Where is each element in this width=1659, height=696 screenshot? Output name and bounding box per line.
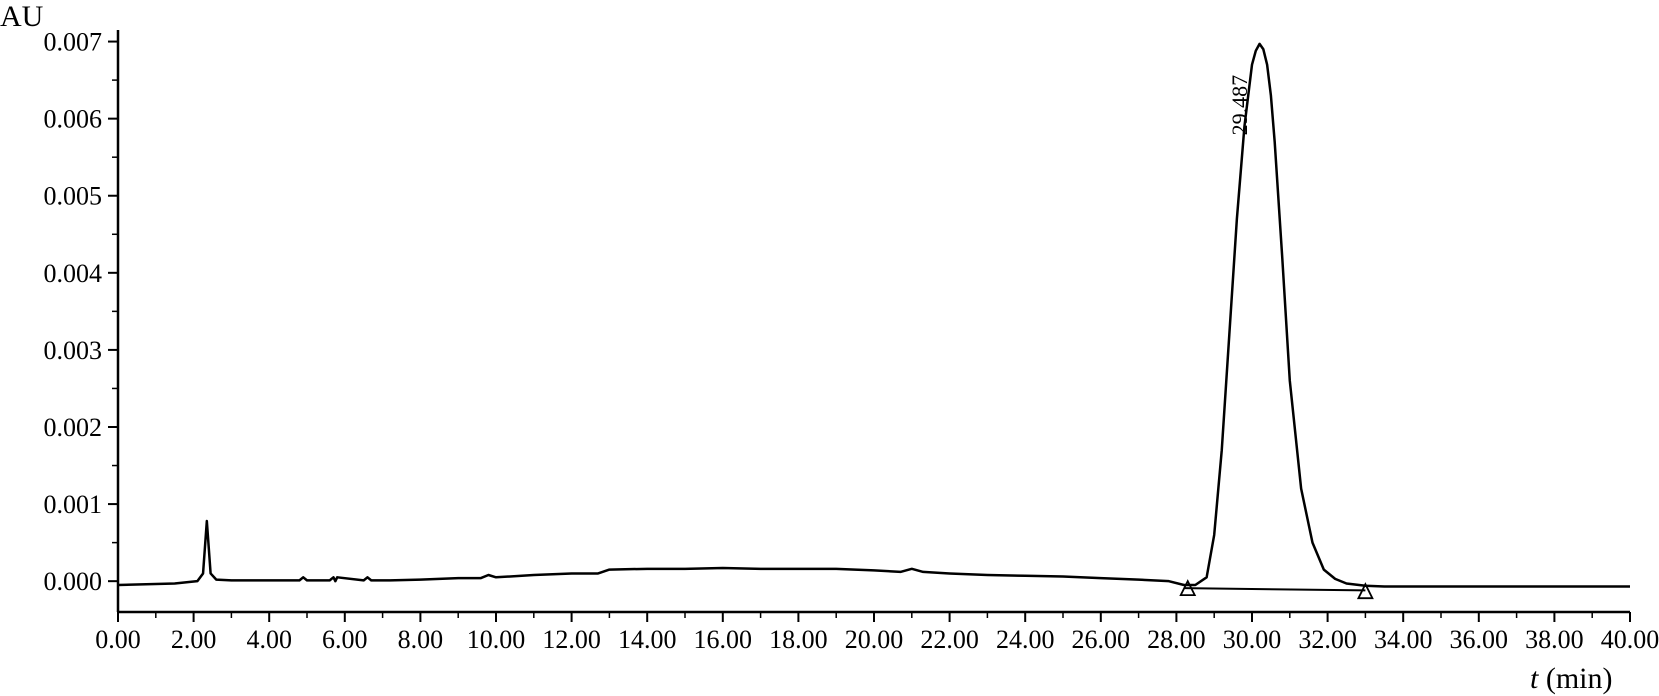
- x-tick-label: 20.00: [845, 625, 904, 654]
- x-tick-label: 4.00: [246, 625, 292, 654]
- x-tick-label: 0.00: [95, 625, 141, 654]
- x-tick-label: 14.00: [618, 625, 677, 654]
- x-axis-label-unit: (min): [1538, 662, 1612, 695]
- y-tick-label: 0.007: [44, 28, 103, 57]
- peak-baseline: [1184, 588, 1365, 590]
- x-tick-label: 32.00: [1298, 625, 1357, 654]
- x-tick-label: 10.00: [467, 625, 526, 654]
- x-tick-label: 6.00: [322, 625, 368, 654]
- y-tick-label: 0.004: [44, 259, 103, 288]
- x-tick-label: 22.00: [920, 625, 979, 654]
- y-tick-label: 0.000: [44, 567, 103, 596]
- y-tick-label: 0.005: [44, 182, 103, 211]
- chromatogram-chart: AU 0.0000.0010.0020.0030.0040.0050.0060.…: [0, 0, 1659, 695]
- y-tick-label: 0.003: [44, 336, 103, 365]
- y-tick-label: 0.006: [44, 105, 103, 134]
- x-tick-label: 38.00: [1525, 625, 1584, 654]
- y-tick-label: 0.002: [44, 413, 103, 442]
- x-tick-label: 34.00: [1374, 625, 1433, 654]
- plot-svg: 0.000 0.001 0.002 0.003 0.004 0.005 0.006 0.007…: [0, 0, 1659, 695]
- x-tick-label: 18.00: [769, 625, 828, 654]
- y-tick-label: 0.001: [44, 490, 103, 519]
- x-tick-label: 28.00: [1147, 625, 1206, 654]
- x-tick-label: 8.00: [398, 625, 444, 654]
- x-tick-label: 30.00: [1223, 625, 1282, 654]
- x-axis-label: t (min): [1530, 662, 1613, 696]
- x-tick-label: 24.00: [996, 625, 1055, 654]
- x-tick-label: 26.00: [1072, 625, 1131, 654]
- chromatogram-trace: [118, 44, 1630, 587]
- peak-retention-label: 29.487: [1227, 75, 1252, 135]
- x-tick-label: 16.00: [694, 625, 753, 654]
- x-tick-label: 2.00: [171, 625, 217, 654]
- x-tick-label: 40.00: [1601, 625, 1659, 654]
- x-tick-label: 12.00: [542, 625, 601, 654]
- x-tick-label: 36.00: [1450, 625, 1509, 654]
